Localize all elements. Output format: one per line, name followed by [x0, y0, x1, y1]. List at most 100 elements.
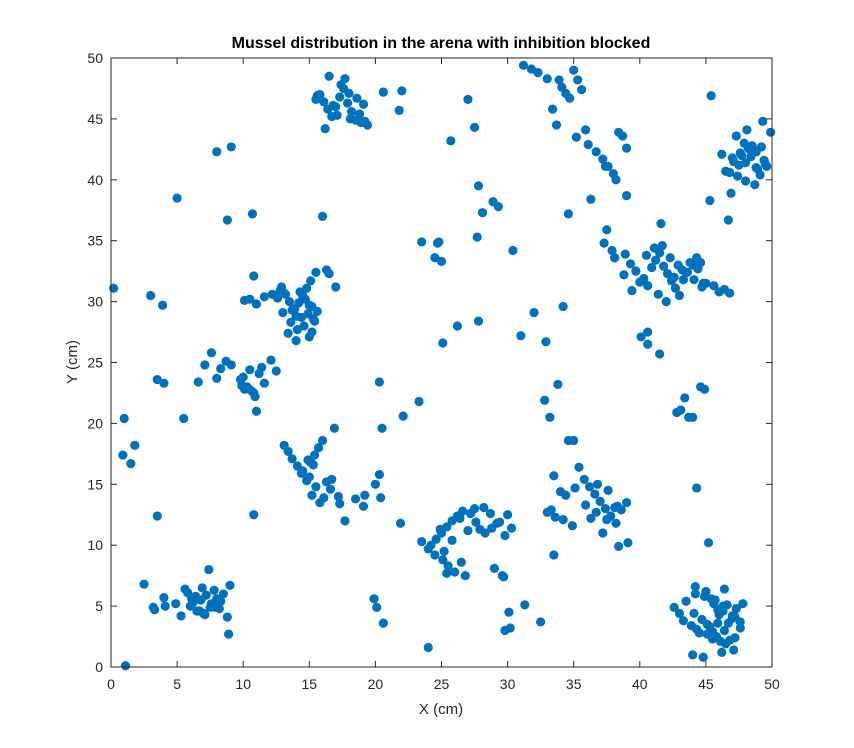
data-point [266, 355, 276, 365]
data-point [725, 635, 735, 645]
data-point [701, 586, 711, 597]
data-point [471, 517, 481, 527]
data-point [550, 512, 560, 522]
data-point [658, 261, 669, 271]
data-point [473, 181, 484, 191]
data-point [678, 275, 689, 285]
data-point [431, 534, 441, 544]
data-point [204, 564, 214, 575]
data-point [372, 602, 382, 612]
data-point [358, 99, 369, 109]
data-point [109, 283, 119, 293]
data-point [726, 188, 736, 198]
data-point [725, 167, 735, 178]
data-point [739, 138, 749, 148]
y-tick-label: 25 [87, 355, 103, 371]
y-axis-label: Y (cm) [64, 340, 81, 384]
data-point [311, 267, 321, 277]
data-point [631, 266, 641, 276]
data-point [688, 650, 698, 660]
data-point [249, 510, 259, 520]
data-point [661, 297, 671, 307]
data-point [717, 149, 727, 159]
data-point [705, 195, 715, 206]
data-point [602, 515, 612, 525]
data-point [506, 523, 517, 533]
data-point [495, 517, 505, 527]
data-point [279, 288, 289, 298]
data-point [360, 490, 370, 500]
data-point [479, 502, 489, 513]
data-point [414, 396, 424, 407]
data-point [643, 281, 653, 291]
data-point [742, 125, 752, 135]
data-point [325, 484, 336, 494]
data-point [546, 505, 556, 515]
data-point [398, 411, 408, 421]
x-tick-label: 20 [368, 676, 384, 692]
data-point [126, 458, 136, 469]
data-point [733, 171, 743, 181]
data-point [309, 450, 320, 460]
data-point [438, 555, 448, 565]
data-point [565, 93, 575, 103]
data-point [309, 316, 320, 326]
data-point [698, 278, 708, 288]
data-point [680, 393, 690, 403]
data-point [759, 155, 769, 165]
data-point [209, 585, 219, 595]
data-point [676, 405, 686, 415]
data-point [469, 122, 480, 133]
data-point [374, 377, 384, 387]
data-point [670, 283, 681, 293]
data-point [591, 147, 601, 157]
data-point [157, 300, 168, 310]
data-point [257, 362, 267, 372]
data-point [487, 523, 497, 533]
data-point [636, 332, 646, 342]
data-point [417, 536, 427, 547]
data-point [571, 132, 581, 142]
data-point [432, 238, 443, 248]
data-point [610, 253, 620, 263]
data-point [643, 339, 653, 349]
data-point [370, 479, 380, 489]
data-point [592, 479, 603, 489]
data-point [463, 94, 473, 105]
data-point [356, 117, 366, 128]
data-point [446, 136, 456, 146]
data-point [706, 91, 716, 101]
data-point [508, 245, 518, 256]
data-point [340, 74, 350, 84]
data-point [452, 321, 462, 331]
data-point [500, 625, 510, 636]
data-point [503, 510, 513, 520]
data-point [259, 292, 269, 302]
data-point [674, 290, 685, 301]
data-point [394, 105, 404, 115]
data-point [541, 337, 551, 347]
data-point [734, 160, 744, 170]
data-point [139, 579, 149, 589]
data-point [306, 276, 316, 286]
data-point [206, 348, 217, 358]
data-point [193, 377, 203, 387]
data-point [343, 98, 353, 108]
data-point [674, 608, 685, 619]
data-point [655, 349, 665, 359]
data-point [298, 466, 308, 476]
data-point [702, 629, 712, 639]
data-point [747, 141, 757, 151]
data-point [705, 622, 715, 632]
data-point [755, 170, 765, 180]
data-point [677, 265, 687, 275]
data-point [703, 538, 714, 548]
data-point [395, 518, 406, 528]
data-point [176, 611, 186, 621]
data-point [317, 435, 328, 446]
data-point [669, 272, 679, 282]
data-points [109, 60, 776, 671]
data-point [160, 601, 170, 611]
data-point [735, 148, 745, 158]
data-point [717, 647, 727, 657]
